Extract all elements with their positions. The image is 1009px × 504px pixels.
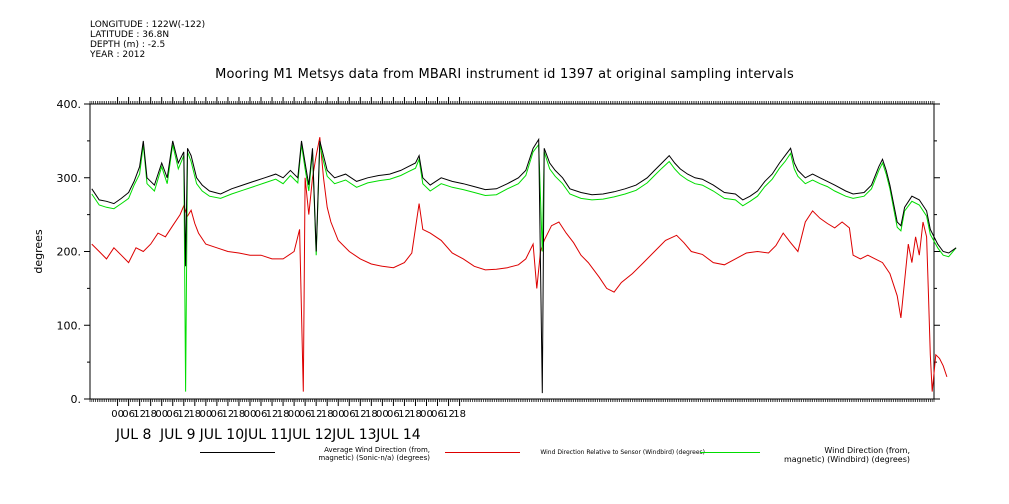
x-day-label: JUL 14	[375, 427, 421, 443]
x-hour-label: 06	[387, 409, 400, 420]
legend-entry-windbird-direction: Wind Direction (from, magnetic) (Windbir…	[700, 446, 910, 470]
plot-frame	[89, 103, 935, 400]
x-hour-label: 12	[222, 409, 235, 420]
series-line-1	[91, 137, 948, 392]
latitude-label: LATITUDE : 36.8N	[90, 30, 170, 40]
y-axis-label: degrees	[32, 229, 45, 274]
legend-entry-average-wind: Average Wind Direction (from, magnetic) …	[200, 446, 430, 470]
x-hour-label: 00	[155, 409, 168, 420]
x-day-label: JUL 11	[243, 427, 288, 443]
legend-label-relative-wind: Wind Direction Relative to Sensor (Windb…	[540, 449, 705, 456]
x-hour-label: 06	[122, 409, 135, 420]
legend-label-windbird-line2: magnetic) (Windbird) (degrees)	[783, 455, 910, 464]
x-day-label: JUL 12	[287, 427, 332, 443]
legend-label-windbird-line1: Wind Direction (from,	[824, 446, 910, 455]
x-day-label: JUL 8	[115, 427, 152, 443]
y-tick-label: 400.	[57, 98, 82, 111]
x-hour-label: 18	[144, 409, 157, 420]
x-hour-label: 06	[255, 409, 268, 420]
x-hour-label: 18	[277, 409, 290, 420]
series-line-2	[91, 143, 957, 392]
series-line-0	[91, 137, 957, 394]
x-hour-label: 18	[188, 409, 201, 420]
x-hour-label: 00	[332, 409, 345, 420]
x-hour-label: 18	[233, 409, 246, 420]
x-hour-label: 12	[133, 409, 146, 420]
x-hour-label: 00	[376, 409, 389, 420]
x-hour-label: 00	[199, 409, 212, 420]
x-hour-label: 12	[354, 409, 367, 420]
y-tick-label: 0.	[71, 393, 82, 406]
legend-label-average-wind-line1: Average Wind Direction (from,	[324, 446, 430, 454]
x-hour-label: 18	[453, 409, 466, 420]
x-day-label: JUL 10	[199, 427, 244, 443]
x-hour-label: 06	[211, 409, 224, 420]
y-tick-label: 100.	[57, 319, 82, 332]
chart-title: Mooring M1 Metsys data from MBARI instru…	[215, 67, 794, 82]
x-hour-label: 00	[420, 409, 433, 420]
legend-swatch-windbird-direction	[700, 452, 760, 453]
x-hour-label: 00	[244, 409, 257, 420]
year-label: YEAR : 2012	[90, 50, 146, 60]
x-hour-label: 18	[409, 409, 422, 420]
x-hour-label: 00	[111, 409, 124, 420]
x-hour-label: 12	[442, 409, 455, 420]
x-hour-label: 18	[365, 409, 378, 420]
y-tick-label: 300.	[57, 172, 82, 185]
y-tick-label: 200.	[57, 246, 82, 259]
x-hour-label: 12	[177, 409, 190, 420]
x-hour-label: 12	[266, 409, 279, 420]
x-hour-label: 06	[299, 409, 312, 420]
legend-entry-relative-wind: Wind Direction Relative to Sensor (Windb…	[445, 446, 705, 470]
x-hour-label: 12	[310, 409, 323, 420]
x-day-label: JUL 13	[331, 427, 376, 443]
legend-swatch-relative-wind	[445, 452, 520, 453]
x-hour-label: 06	[431, 409, 444, 420]
x-hour-label: 12	[398, 409, 411, 420]
legend-swatch-average-wind	[200, 452, 275, 453]
x-day-label: JUL 9	[159, 427, 196, 443]
x-hour-label: 06	[166, 409, 179, 420]
station-metadata: LONGITUDE : 122W(-122) LATITUDE : 36.8N …	[90, 20, 205, 60]
x-hour-label: 06	[343, 409, 356, 420]
longitude-label: LONGITUDE : 122W(-122)	[90, 20, 206, 30]
legend-label-average-wind-line2: magnetic) (Sonic-n/a) (degrees)	[318, 454, 430, 462]
x-hour-label: 00	[288, 409, 301, 420]
depth-label: DEPTH (m) : -2.5	[90, 40, 166, 50]
x-hour-label: 18	[321, 409, 334, 420]
